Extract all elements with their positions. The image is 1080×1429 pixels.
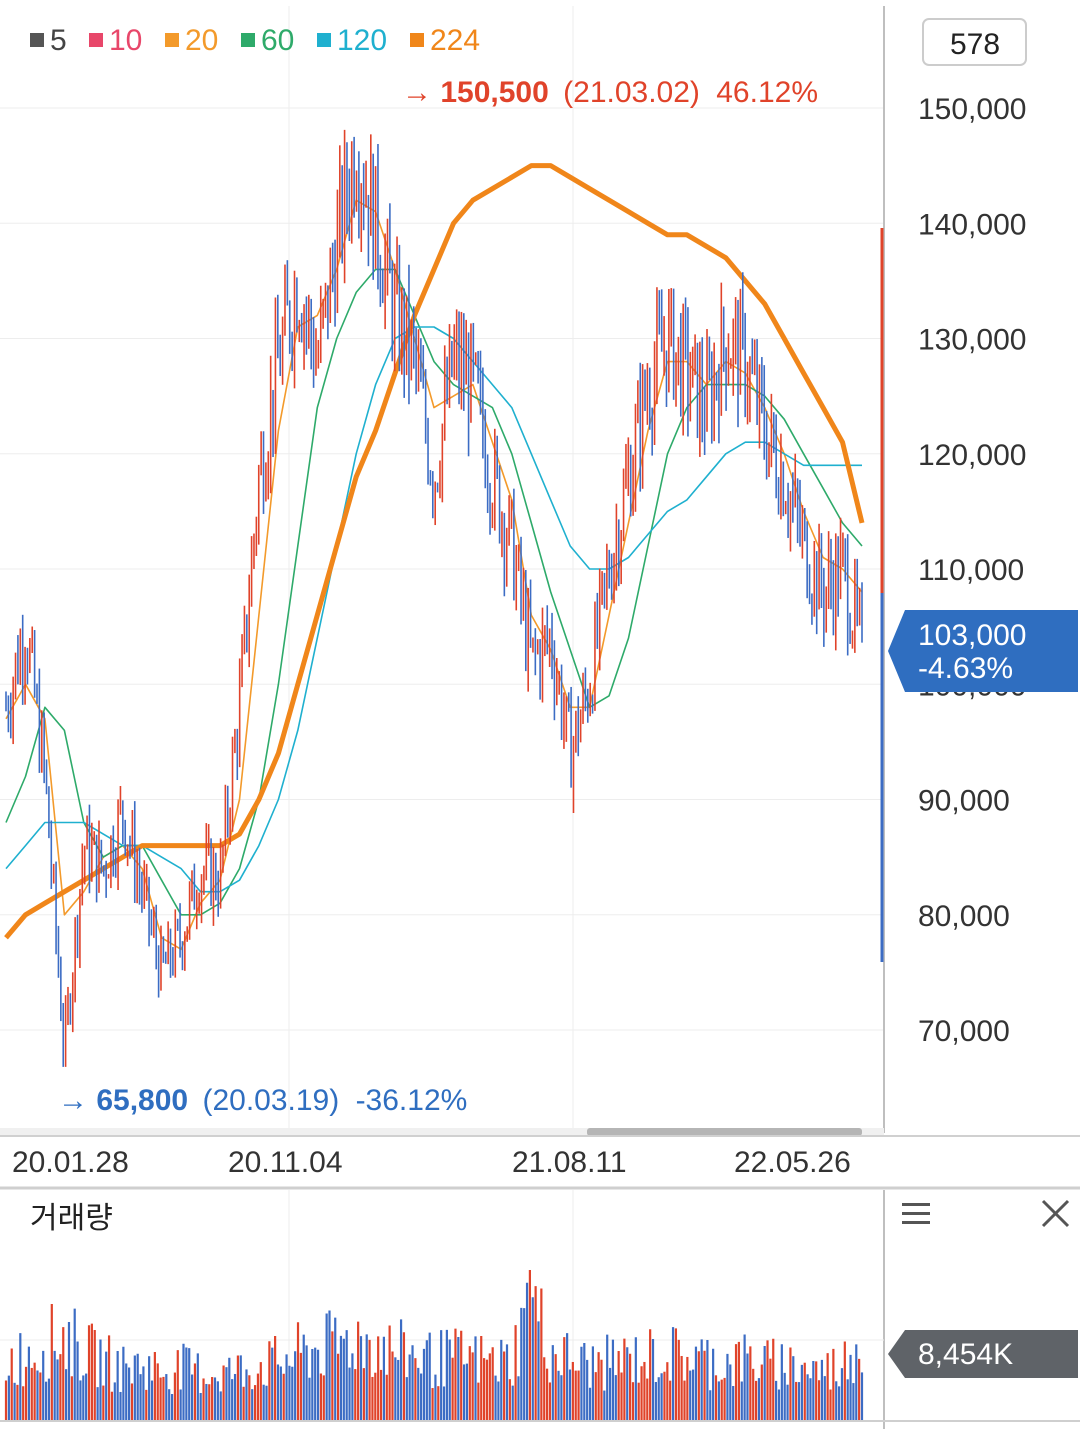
- legend-swatch: [317, 33, 331, 47]
- current-price-value: 103,000: [918, 619, 1026, 652]
- low-marker: → 65,800 (20.03.19) -36.12%: [58, 1084, 467, 1117]
- legend-label[interactable]: 20: [185, 24, 218, 57]
- scroll-thumb[interactable]: [587, 1128, 862, 1136]
- date-axis-label: 22.05.26: [734, 1146, 851, 1179]
- price-grid: [0, 6, 884, 1128]
- high-marker-pct: 46.12%: [716, 76, 818, 109]
- ma-line-120: [5, 326, 862, 893]
- low-marker-pct: -36.12%: [356, 1084, 468, 1117]
- ma-legend[interactable]: 5 10 20 60 120 224: [30, 24, 480, 57]
- period-box-value: 578: [950, 28, 1000, 61]
- menu-icon[interactable]: [902, 1203, 930, 1224]
- current-price-pct: -4.63%: [918, 652, 1013, 685]
- high-marker-arrow-icon: →: [402, 76, 432, 109]
- svg-text:→ 150,500 (21.: → 150,500 (21.03.02) 46.12%: [402, 76, 818, 109]
- volume-badge-value: 8,454K: [918, 1338, 1013, 1371]
- price-axis-label: 110,000: [918, 554, 1024, 587]
- volume-panel-title: 거래량: [30, 1202, 113, 1235]
- legend-swatch: [410, 33, 424, 47]
- legend-swatch: [30, 33, 44, 47]
- ma-line-224: [4, 163, 865, 940]
- legend-swatch: [89, 33, 103, 47]
- price-axis-label: 70,000: [918, 1015, 1010, 1048]
- high-marker: → 150,500 (21.03.02) 46.12%: [402, 76, 818, 109]
- legend-label[interactable]: 120: [337, 24, 387, 57]
- current-price-badge: 103,000 -4.63%: [888, 610, 1078, 692]
- low-marker-date: (20.03.19): [202, 1084, 339, 1117]
- date-axis-labels: 20.01.28 20.11.04 21.08.11 22.05.26: [12, 1146, 851, 1179]
- price-axis-label: 90,000: [918, 785, 1010, 818]
- price-axis-label: 130,000: [918, 324, 1026, 357]
- high-marker-date: (21.03.02): [563, 76, 700, 109]
- low-marker-price: 65,800: [96, 1084, 188, 1117]
- legend-label[interactable]: 60: [261, 24, 294, 57]
- volume-badge: 8,454K: [888, 1330, 1078, 1378]
- period-box[interactable]: 578: [922, 18, 1027, 66]
- price-axis-label: 150,000: [918, 93, 1026, 126]
- date-axis-label: 20.01.28: [12, 1146, 129, 1179]
- legend-label[interactable]: 5: [50, 24, 67, 57]
- legend-swatch: [165, 33, 179, 47]
- price-axis-label: 120,000: [918, 439, 1026, 472]
- scroll-track[interactable]: [0, 1128, 884, 1136]
- price-axis-label: 140,000: [918, 208, 1026, 241]
- high-marker-price: 150,500: [440, 76, 548, 109]
- svg-text:→ 65,800 (20.0: → 65,800 (20.03.19) -36.12%: [58, 1084, 467, 1117]
- legend-swatch: [241, 33, 255, 47]
- close-icon[interactable]: [1041, 1199, 1070, 1228]
- volume-bars: [4, 1270, 864, 1420]
- price-candles: [5, 129, 863, 1067]
- date-axis-label: 20.11.04: [228, 1146, 343, 1179]
- legend-label[interactable]: 224: [430, 24, 480, 57]
- price-axis-label: 80,000: [918, 900, 1010, 933]
- low-marker-arrow-icon: →: [58, 1084, 88, 1117]
- date-axis-label: 21.08.11: [512, 1146, 627, 1179]
- legend-label[interactable]: 10: [109, 24, 142, 57]
